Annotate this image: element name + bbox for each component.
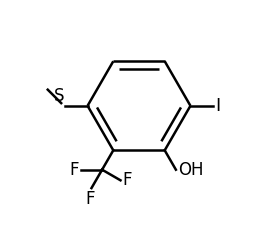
Text: F: F [70, 161, 79, 179]
Text: OH: OH [178, 161, 204, 179]
Text: S: S [54, 87, 64, 105]
Text: F: F [122, 171, 132, 189]
Text: I: I [216, 97, 221, 115]
Text: F: F [86, 190, 95, 208]
